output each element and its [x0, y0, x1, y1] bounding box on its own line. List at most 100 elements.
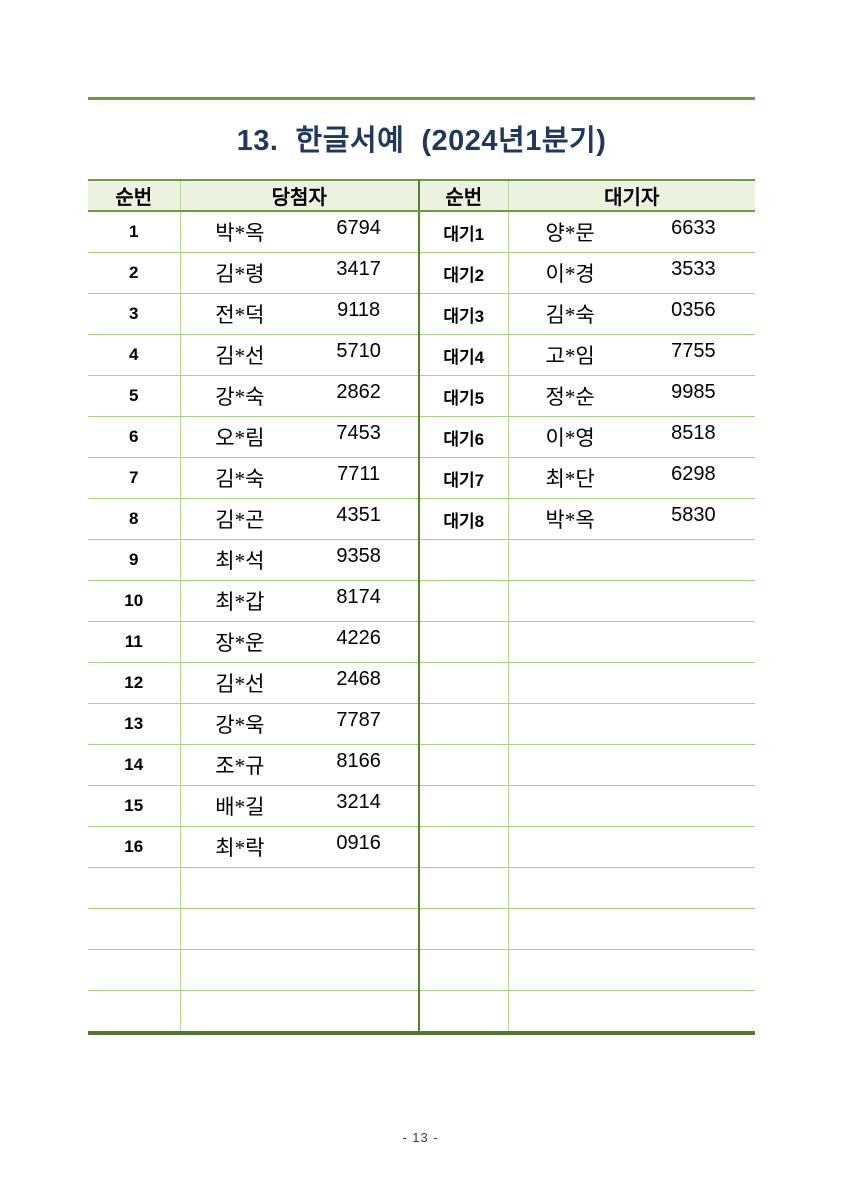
- waitlist: [508, 908, 755, 950]
- winner-no: [88, 949, 181, 991]
- wait-no: 대기3: [419, 293, 509, 335]
- winner: 전*덕 9118: [180, 293, 420, 335]
- winner-number: 2862: [336, 381, 381, 403]
- winner-number: 9118: [337, 299, 381, 321]
- waitlist-number: 6298: [671, 463, 716, 485]
- waitlist-name: 김*숙: [545, 303, 595, 327]
- winner-no: 13: [88, 703, 181, 745]
- table-row: [88, 949, 755, 991]
- winner-number: 4351: [336, 504, 381, 526]
- winner-no: 4: [88, 334, 181, 376]
- wait-no: [419, 744, 509, 786]
- waitlist: [508, 744, 755, 786]
- waitlist: [508, 867, 755, 909]
- waitlist: [508, 580, 755, 622]
- wait-no: [419, 990, 509, 1035]
- winner-name: 강*욱: [215, 713, 265, 737]
- table-row: 9 최*석 9358: [88, 539, 755, 581]
- table-row: 15 배*길 3214: [88, 785, 755, 827]
- winner-name: 전*덕: [215, 303, 265, 327]
- wait-no: 대기4: [419, 334, 509, 376]
- table-row: 12 김*선 2468: [88, 662, 755, 704]
- winner: [180, 990, 420, 1035]
- waitlist: [508, 703, 755, 745]
- table-row: 13 강*욱 7787: [88, 703, 755, 745]
- winner: 김*곤 4351: [180, 498, 420, 540]
- winner-number: 0916: [336, 832, 381, 854]
- winner-no: 15: [88, 785, 181, 827]
- top-rule: [88, 97, 755, 100]
- winner-no: 2: [88, 252, 181, 294]
- winner-name: 최*석: [215, 549, 265, 573]
- winner-name: 김*숙: [215, 467, 265, 491]
- waitlist: 고*임 7755: [508, 334, 755, 376]
- winner: 최*락 0916: [180, 826, 420, 868]
- waitlist: 이*경 3533: [508, 252, 755, 294]
- page-number: - 13 -: [402, 1130, 439, 1145]
- waitlist: [508, 539, 755, 581]
- winner: [180, 908, 420, 950]
- winner: 김*선 5710: [180, 334, 420, 376]
- winner: 김*숙 7711: [180, 457, 420, 499]
- table-row: 16 최*락 0916: [88, 826, 755, 868]
- winner-no: 7: [88, 457, 181, 499]
- waitlist-name: 최*단: [545, 467, 595, 491]
- col-header-winner: 당첨자: [180, 180, 420, 212]
- table-row: 8 김*곤 4351 대기8 박*옥 5830: [88, 498, 755, 540]
- winner-number: 5710: [336, 340, 381, 362]
- table-row: 5 강*숙 2862 대기5 정*순 9985: [88, 375, 755, 417]
- waitlist-number: 3533: [671, 258, 716, 280]
- table-row: 14 조*규 8166: [88, 744, 755, 786]
- table-row: 11 장*운 4226: [88, 621, 755, 663]
- waitlist-name: 정*순: [545, 385, 595, 409]
- waitlist-number: 0356: [671, 299, 716, 321]
- waitlist-name: 박*옥: [545, 508, 595, 532]
- wait-no: [419, 785, 509, 827]
- waitlist: 박*옥 5830: [508, 498, 755, 540]
- winner: 오*림 7453: [180, 416, 420, 458]
- winner: 배*길 3214: [180, 785, 420, 827]
- winner-name: 조*규: [215, 754, 265, 778]
- wait-no: [419, 621, 509, 663]
- page-title: 13. 한글서예 (2024년1분기): [236, 125, 607, 157]
- waitlist: [508, 662, 755, 704]
- winner: 김*선 2468: [180, 662, 420, 704]
- winner-no: [88, 908, 181, 950]
- table-header-row: 순번 당첨자 순번 대기자: [88, 180, 755, 212]
- waitlist: 정*순 9985: [508, 375, 755, 417]
- winner-no: 8: [88, 498, 181, 540]
- table-row: 6 오*림 7453 대기6 이*영 8518: [88, 416, 755, 458]
- waitlist-name: 고*임: [545, 344, 595, 368]
- wait-no: [419, 949, 509, 991]
- winner-no: 5: [88, 375, 181, 417]
- wait-no: 대기5: [419, 375, 509, 417]
- winner-number: 7711: [337, 463, 381, 485]
- winners-table: 순번 당첨자 순번 대기자 1 박*옥 6794 대기1 양*문 6633 2 김*령 3417…: [88, 179, 755, 1035]
- winner-no: 12: [88, 662, 181, 704]
- col-header-waitlist: 대기자: [508, 180, 755, 212]
- col-header-winner-no: 순번: [88, 180, 181, 212]
- winner: 최*석 9358: [180, 539, 420, 581]
- wait-no: [419, 580, 509, 622]
- table-row: [88, 908, 755, 950]
- winner-name: 강*숙: [215, 385, 265, 409]
- waitlist-number: 5830: [671, 504, 716, 526]
- wait-no: 대기6: [419, 416, 509, 458]
- waitlist-number: 7755: [671, 340, 716, 362]
- winner: 강*욱 7787: [180, 703, 420, 745]
- waitlist: 이*영 8518: [508, 416, 755, 458]
- winner: 김*령 3417: [180, 252, 420, 294]
- wait-no: 대기8: [419, 498, 509, 540]
- winner-name: 최*락: [215, 836, 265, 860]
- winner-number: 7453: [336, 422, 381, 444]
- winner: 강*숙 2862: [180, 375, 420, 417]
- winner-name: 김*곤: [215, 508, 265, 532]
- winner: 박*옥 6794: [180, 211, 420, 253]
- waitlist-name: 이*영: [545, 426, 595, 450]
- winner-number: 2468: [336, 668, 381, 690]
- waitlist: [508, 826, 755, 868]
- winner-number: 8174: [336, 586, 381, 608]
- waitlist-number: 9985: [671, 381, 716, 403]
- winner: 장*운 4226: [180, 621, 420, 663]
- wait-no: [419, 826, 509, 868]
